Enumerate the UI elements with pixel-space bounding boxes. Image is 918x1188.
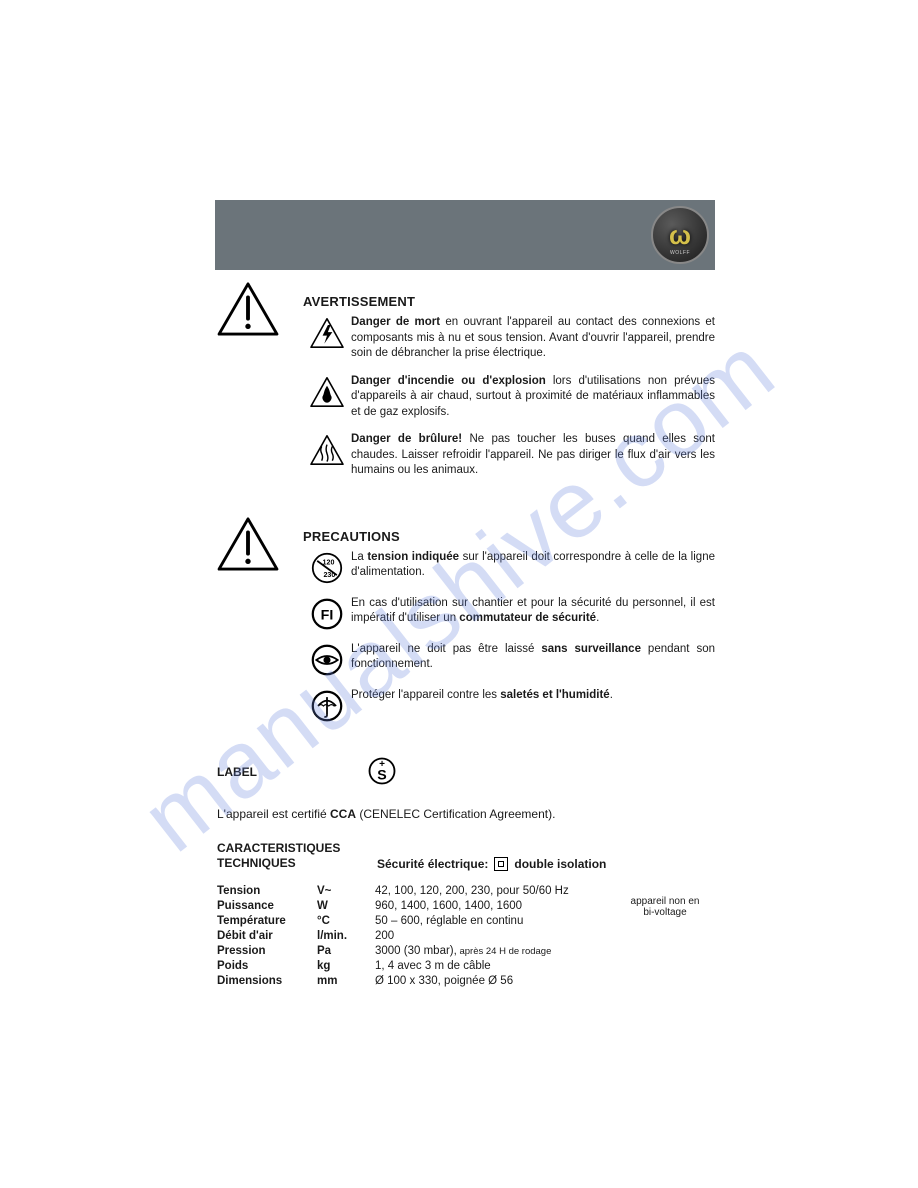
humidity-text: Protéger l'appareil contre les saletés e… (351, 688, 715, 704)
danger-death-text: Danger de mort en ouvrant l'appareil au … (351, 315, 715, 362)
electric-hazard-icon (303, 315, 351, 349)
spec-name: Pression (217, 945, 317, 957)
spec-name: Poids (217, 960, 317, 972)
spec-name: Température (217, 915, 317, 927)
table-row: Pression Pa 3000 (30 mbar), après 24 H d… (217, 945, 715, 957)
svg-text:120: 120 (323, 558, 335, 566)
avertissement-section: AVERTISSEMENT Danger de mort en ouvrant … (217, 282, 715, 491)
surveillance-row: L'appareil ne doit pas être laissé sans … (303, 642, 715, 676)
spec-unit: kg (317, 960, 375, 972)
spec-unit: W (317, 900, 375, 912)
eye-icon (303, 642, 351, 676)
logo-icon: ω (669, 220, 691, 251)
specs-header: CARACTERISTIQUES TECHNIQUES Sécurité éle… (217, 841, 715, 871)
table-row: Puissance W 960, 1400, 1600, 1400, 1600 … (217, 900, 715, 912)
avertissement-title: AVERTISSEMENT (303, 294, 715, 309)
danger-burn-text: Danger de brûlure! Ne pas toucher les bu… (351, 432, 715, 479)
precautions-title: PRECAUTIONS (303, 529, 715, 544)
safety-switch-row: FI En cas d'utilisation sur chantier et … (303, 596, 715, 630)
svg-text:S: S (377, 767, 386, 783)
spec-unit: l/min. (317, 930, 375, 942)
spec-unit: mm (317, 975, 375, 987)
voltage-text: La tension indiquée sur l'appareil doit … (351, 550, 715, 581)
spec-name: Tension (217, 885, 317, 897)
specs-subhead: Sécurité électrique: double isolation (377, 857, 606, 871)
voltage-row: 120 230 La tension indiquée sur l'apparei… (303, 550, 715, 584)
safety-switch-text: En cas d'utilisation sur chantier et pou… (351, 596, 715, 627)
spec-value: 50 – 600, réglable en continu (375, 915, 715, 927)
danger-fire-row: Danger d'incendie ou d'explosion lors d'… (303, 374, 715, 421)
cca-certification: L'appareil est certifié CCA (CENELEC Cer… (217, 807, 715, 821)
spec-name: Dimensions (217, 975, 317, 987)
spec-unit: Pa (317, 945, 375, 957)
humidity-row: Protéger l'appareil contre les saletés e… (303, 688, 715, 722)
voltage-icon: 120 230 (303, 550, 351, 584)
label-section: LABEL +S (217, 756, 715, 789)
umbrella-icon (303, 688, 351, 722)
svg-text:230: 230 (323, 571, 335, 579)
label-title: LABEL (217, 765, 367, 779)
header-banner: ω WOLFF (215, 200, 715, 270)
spec-value: 1, 4 avec 3 m de câble (375, 960, 715, 972)
caution-big-icon (217, 517, 279, 571)
spec-name: Débit d'air (217, 930, 317, 942)
table-row: Température °C 50 – 600, réglable en con… (217, 915, 715, 927)
precautions-section: PRECAUTIONS 120 230 La tension indiquée s… (217, 517, 715, 734)
spec-name: Puissance (217, 900, 317, 912)
logo-text: WOLFF (670, 250, 690, 256)
table-row: Dimensions mm Ø 100 x 330, poignée Ø 56 (217, 975, 715, 987)
fire-hazard-icon (303, 374, 351, 408)
document-content: AVERTISSEMENT Danger de mort en ouvrant … (217, 282, 715, 990)
brand-logo: ω WOLFF (651, 206, 709, 264)
spec-unit: V~ (317, 885, 375, 897)
surveillance-text: L'appareil ne doit pas être laissé sans … (351, 642, 715, 673)
svg-text:FI: FI (321, 607, 334, 623)
danger-fire-text: Danger d'incendie ou d'explosion lors d'… (351, 374, 715, 421)
fi-switch-icon: FI (303, 596, 351, 630)
danger-burn-row: Danger de brûlure! Ne pas toucher les bu… (303, 432, 715, 479)
spec-value: 3000 (30 mbar), après 24 H de rodage (375, 945, 715, 957)
spec-value: Ø 100 x 330, poignée Ø 56 (375, 975, 715, 987)
specs-title: CARACTERISTIQUES TECHNIQUES (217, 841, 377, 871)
spec-value: 960, 1400, 1600, 1400, 1600 appareil non… (375, 900, 715, 912)
hot-surface-icon (303, 432, 351, 466)
specs-table: Tension V~ 42, 100, 120, 200, 230, pour … (217, 885, 715, 987)
table-row: Débit d'air l/min. 200 (217, 930, 715, 942)
table-row: Poids kg 1, 4 avec 3 m de câble (217, 960, 715, 972)
spec-unit: °C (317, 915, 375, 927)
spec-value: 200 (375, 930, 715, 942)
double-insulation-icon (494, 857, 508, 871)
danger-death-row: Danger de mort en ouvrant l'appareil au … (303, 315, 715, 362)
s-cert-icon: +S (367, 756, 397, 789)
warning-big-icon (217, 282, 279, 336)
